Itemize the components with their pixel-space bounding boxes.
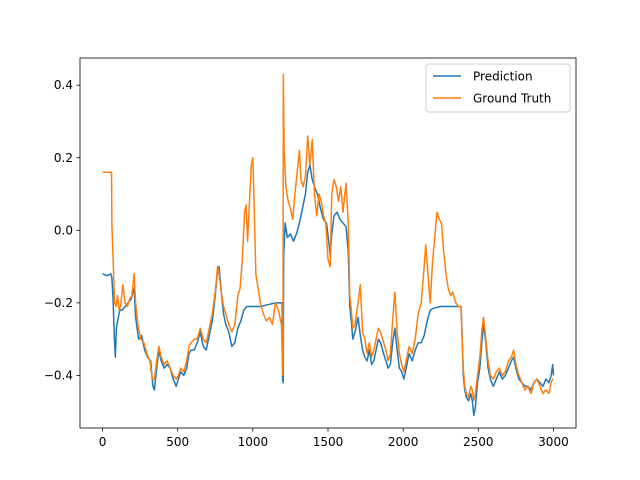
x-tick-label: 1000: [238, 435, 269, 449]
y-tick-label: 0.4: [54, 78, 73, 92]
x-tick-label: 500: [166, 435, 189, 449]
y-tick-label: −0.4: [44, 368, 73, 382]
x-tick-label: 3000: [538, 435, 569, 449]
legend: Prediction Ground Truth: [425, 63, 571, 113]
legend-label-prediction: Prediction: [473, 70, 533, 84]
legend-label-ground-truth: Ground Truth: [473, 92, 551, 106]
series-line-ground-truth: [102, 73, 554, 402]
y-tick-label: 0.0: [54, 223, 73, 237]
x-tick-label: 0: [99, 435, 107, 449]
y-tick-label: 0.2: [54, 151, 73, 165]
y-axis: −0.4 −0.2 0.0 0.2 0.4: [44, 78, 80, 382]
series-layer: [102, 73, 555, 417]
x-tick-label: 2000: [388, 435, 419, 449]
y-tick-label: −0.2: [44, 296, 73, 310]
x-axis: 0 500 1000 1500 2000 2500 3000: [99, 428, 569, 449]
x-tick-label: 1500: [313, 435, 344, 449]
x-tick-label: 2500: [463, 435, 494, 449]
legend-box: [425, 63, 571, 113]
